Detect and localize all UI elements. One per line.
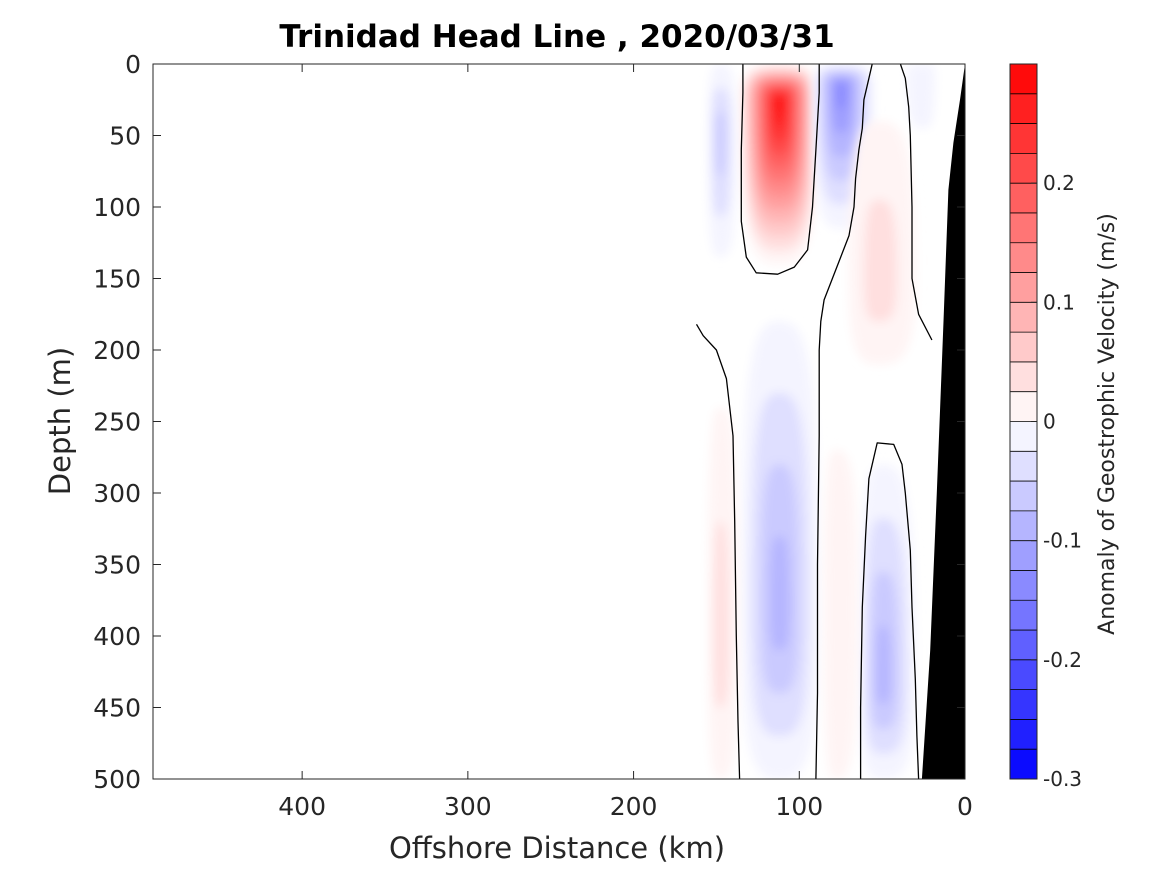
colorbar-level [1010,689,1037,720]
zero-contour-1 [740,64,820,275]
colorbar-level [1010,153,1037,184]
anomaly-positive-9 [824,450,858,779]
y-axis-label: Depth (m) [43,347,77,495]
anomaly-level [769,535,790,651]
anomaly-negative-6 [741,321,820,779]
colorbar-level [1010,183,1037,214]
colorbar-level [1010,272,1037,303]
anomaly-level [713,521,729,708]
colorbar-level [1010,302,1037,333]
x-tick-label: 200 [610,792,658,821]
colorbar-level [1010,451,1037,482]
colorbar-tick-label: 0.1 [1043,290,1075,314]
zero-contour-4 [695,323,741,779]
colorbar-label: Anomaly of Geostrophic Velocity (m/s) [1095,213,1120,635]
y-tick-label: 100 [93,193,141,222]
anomaly-level [824,450,858,779]
colorbar-level [1010,749,1037,780]
colorbar-ticks: 0.2 0.1 0 -0.1 -0.2 -0.3 [1031,171,1082,791]
y-tick-label: 500 [93,765,141,794]
zero-contour-5 [859,442,920,779]
colorbar-level [1010,600,1037,631]
anomaly-level [776,96,783,114]
y-tick-label: 50 [109,122,141,151]
anomaly-positive-8 [708,407,738,779]
colorbar-level [1010,332,1037,363]
colorbar-level [1010,64,1037,95]
y-tick-label: 150 [93,265,141,294]
anomaly-negative-7 [858,464,916,779]
bathymetry-seafloor [921,64,965,779]
y-tick-label: 350 [93,551,141,580]
colorbar-level [1010,659,1037,691]
colorbar-level [1010,719,1037,750]
chart-title: Trinidad Head Line , 2020/03/31 [279,19,834,55]
anomaly-level [876,625,891,704]
colorbar-level [1010,123,1037,154]
y-tick-label: 200 [93,336,141,365]
anomaly-positive-5 [849,121,916,365]
colorbar-tick-label: -0.1 [1043,529,1082,553]
zero-contour-2 [815,64,873,779]
colorbar-level [1010,421,1037,452]
colorbar-tick-label: -0.3 [1043,767,1082,791]
zero-contour-3 [899,64,933,341]
anomaly-positive-1 [739,64,820,265]
colorbar-level [1010,391,1037,422]
y-axis-ticks: 0 50 100 150 200 250 300 350 400 450 500 [93,50,965,794]
colorbar-level [1010,481,1037,512]
colorbar-level [1010,93,1037,125]
anomaly-field [708,64,936,779]
colorbar-tick-label: 0 [1043,410,1056,434]
x-axis-ticks: 400 300 200 100 0 [278,64,973,821]
bathymetry [921,64,965,779]
zero-contours [695,64,933,779]
anomaly-level [715,111,726,177]
anomaly-negative-4 [907,64,936,129]
y-tick-label: 250 [93,408,141,437]
y-tick-label: 300 [93,479,141,508]
anomaly-level [836,81,847,110]
colorbar-level [1010,570,1037,601]
colorbar-level [1010,540,1037,571]
colorbar-level [1010,510,1037,542]
x-tick-label: 400 [278,792,326,821]
colorbar [1009,63,1038,780]
colorbar-level [1010,630,1037,661]
anomaly-level [863,199,898,322]
x-tick-label: 300 [444,792,492,821]
x-tick-label: 100 [775,792,823,821]
colorbar-level [1010,212,1037,244]
colorbar-level [1010,242,1037,274]
colorbar-tick-label: 0.2 [1043,171,1075,195]
y-tick-label: 0 [125,50,141,79]
y-tick-label: 400 [93,622,141,651]
anomaly-level [907,64,936,129]
x-axis-label: Offshore Distance (km) [389,831,725,865]
anomaly-negative-3 [708,64,737,258]
colorbar-level [1010,361,1037,393]
colorbar-tick-label: -0.2 [1043,648,1082,672]
y-tick-label: 450 [93,694,141,723]
x-tick-label: 0 [957,792,973,821]
